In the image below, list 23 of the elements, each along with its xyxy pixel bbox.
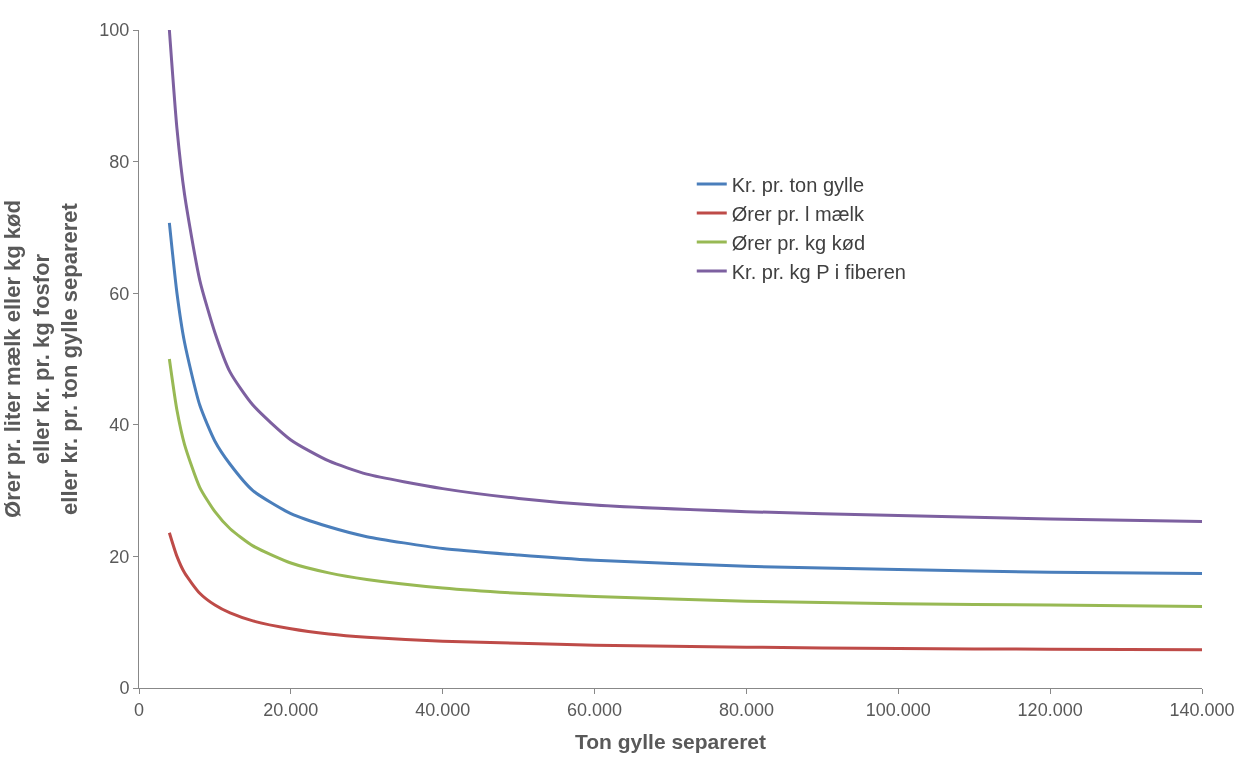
legend-label: Kr. pr. ton gylle <box>731 173 865 196</box>
y-tick-label: 20 <box>109 546 130 567</box>
y-tick-label: 40 <box>109 415 130 436</box>
x-axis-title: Ton gylle separeret <box>574 729 767 753</box>
line-series <box>167 30 1202 524</box>
y-tick-label: 60 <box>109 283 130 304</box>
x-tick-label: 140.000 <box>1169 699 1235 720</box>
y-tick-label: 100 <box>99 20 130 41</box>
legend-label: Kr. pr. kg P i fiberen <box>731 260 906 283</box>
line-series <box>167 531 1202 652</box>
legend-label: Ører pr. l mælk <box>731 202 865 225</box>
x-tick-label: 0 <box>133 699 145 720</box>
x-tick-label: 80.000 <box>718 699 774 720</box>
y-tick-label: 0 <box>119 678 130 699</box>
y-axis-title: Ører pr. liter mælk eller kg kød eller kr. pr. kg fosfor eller kr. pr. ton gylle separeret <box>0 200 83 518</box>
legend-label: Ører pr. kg kød <box>731 231 866 254</box>
x-tick-label: 100.000 <box>865 699 931 720</box>
x-tick-label: 60.000 <box>567 699 623 720</box>
line-series <box>167 357 1202 608</box>
y-tick-label: 80 <box>109 151 130 172</box>
x-tick-label: 40.000 <box>415 699 471 720</box>
x-tick-label: 120.000 <box>1017 699 1083 720</box>
x-tick-label: 20.000 <box>263 699 319 720</box>
